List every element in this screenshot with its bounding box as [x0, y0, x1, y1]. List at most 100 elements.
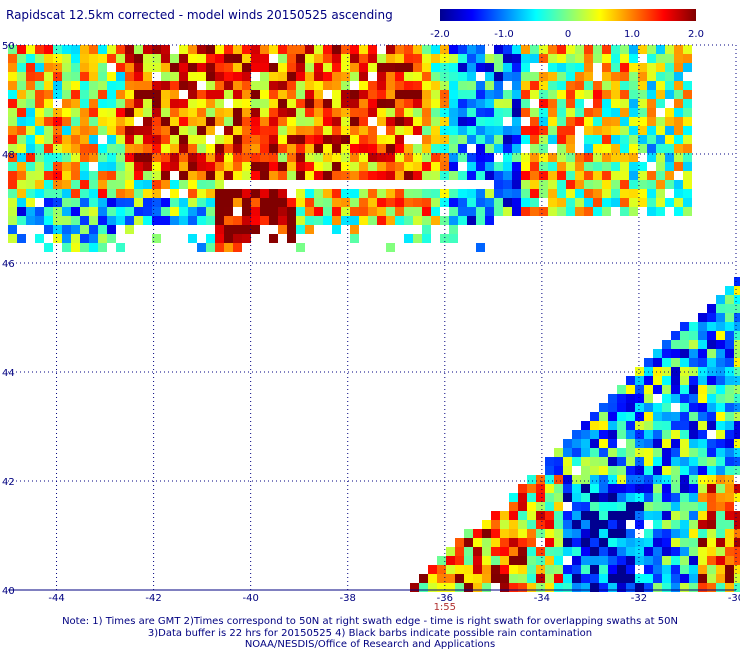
- wind-cell: [437, 574, 446, 583]
- wind-cell: [548, 171, 557, 180]
- wind-cell: [644, 358, 653, 367]
- wind-cell: [674, 189, 683, 198]
- wind-cell: [500, 520, 509, 529]
- wind-cell: [629, 171, 638, 180]
- wind-cell: [689, 349, 698, 358]
- wind-cells-layer: [8, 45, 740, 592]
- wind-cell: [653, 412, 662, 421]
- wind-cell: [152, 171, 161, 180]
- wind-cell: [296, 171, 305, 180]
- wind-cell: [725, 556, 734, 565]
- wind-cell: [305, 54, 314, 63]
- wind-cell: [278, 108, 287, 117]
- wind-cell: [143, 54, 152, 63]
- wind-cell: [464, 565, 473, 574]
- wind-cell: [734, 529, 740, 538]
- wind-cell: [44, 81, 53, 90]
- wind-cell: [233, 144, 242, 153]
- wind-cell: [698, 475, 707, 484]
- wind-cell: [269, 90, 278, 99]
- wind-cell: [530, 54, 539, 63]
- wind-cell: [680, 502, 689, 511]
- wind-cell: [143, 126, 152, 135]
- wind-cell: [188, 126, 197, 135]
- wind-cell: [707, 547, 716, 556]
- wind-cell: [296, 189, 305, 198]
- wind-cell: [269, 153, 278, 162]
- wind-cell: [89, 153, 98, 162]
- wind-cell: [410, 583, 419, 592]
- lat-tick-label: 48: [2, 150, 15, 161]
- wind-cell: [608, 484, 617, 493]
- wind-cell: [572, 556, 581, 565]
- wind-cell: [608, 556, 617, 565]
- wind-cell: [53, 81, 62, 90]
- wind-cell: [545, 520, 554, 529]
- wind-cell: [620, 171, 629, 180]
- wind-cell: [494, 63, 503, 72]
- wind-cell: [80, 99, 89, 108]
- wind-cell: [62, 153, 71, 162]
- wind-cell: [545, 565, 554, 574]
- colorbar-tick: 1.0: [624, 29, 640, 40]
- wind-cell: [674, 198, 683, 207]
- wind-cell: [554, 538, 563, 547]
- wind-cell: [314, 54, 323, 63]
- wind-cell: [449, 126, 458, 135]
- wind-cell: [233, 117, 242, 126]
- wind-cell: [557, 171, 566, 180]
- wind-cell: [698, 583, 707, 592]
- wind-cell: [698, 403, 707, 412]
- wind-cell: [602, 135, 611, 144]
- wind-cell: [44, 189, 53, 198]
- wind-cell: [224, 54, 233, 63]
- wind-cell: [413, 189, 422, 198]
- wind-cell: [215, 63, 224, 72]
- wind-cell: [116, 117, 125, 126]
- wind-cell: [188, 198, 197, 207]
- wind-cell: [71, 225, 80, 234]
- wind-cell: [215, 144, 224, 153]
- wind-cell: [260, 54, 269, 63]
- wind-cell: [674, 72, 683, 81]
- wind-cell: [53, 90, 62, 99]
- wind-cell: [215, 72, 224, 81]
- wind-cell: [545, 547, 554, 556]
- wind-cell: [8, 189, 17, 198]
- wind-cell: [251, 189, 260, 198]
- wind-cell: [725, 322, 734, 331]
- wind-cell: [71, 180, 80, 189]
- wind-cell: [296, 45, 305, 54]
- wind-cell: [80, 225, 89, 234]
- wind-cell: [476, 99, 485, 108]
- wind-cell: [458, 117, 467, 126]
- wind-cell: [527, 475, 536, 484]
- wind-cell: [575, 117, 584, 126]
- wind-cell: [431, 198, 440, 207]
- wind-cell: [698, 412, 707, 421]
- wind-cell: [305, 144, 314, 153]
- wind-cell: [35, 144, 44, 153]
- wind-cell: [350, 45, 359, 54]
- wind-cell: [707, 376, 716, 385]
- wind-cell: [80, 144, 89, 153]
- wind-cell: [395, 216, 404, 225]
- wind-cell: [287, 171, 296, 180]
- wind-cell: [287, 72, 296, 81]
- wind-cell: [485, 90, 494, 99]
- wind-cell: [680, 475, 689, 484]
- wind-cell: [512, 72, 521, 81]
- wind-cell: [269, 144, 278, 153]
- wind-cell: [575, 207, 584, 216]
- wind-cell: [341, 108, 350, 117]
- wind-cell: [635, 412, 644, 421]
- wind-cell: [626, 484, 635, 493]
- wind-cell: [413, 81, 422, 90]
- wind-cell: [386, 108, 395, 117]
- wind-cell: [350, 63, 359, 72]
- wind-cell: [305, 99, 314, 108]
- lon-tick-label: -30: [728, 593, 740, 604]
- wind-cell: [563, 493, 572, 502]
- wind-cell: [44, 99, 53, 108]
- wind-cell: [680, 520, 689, 529]
